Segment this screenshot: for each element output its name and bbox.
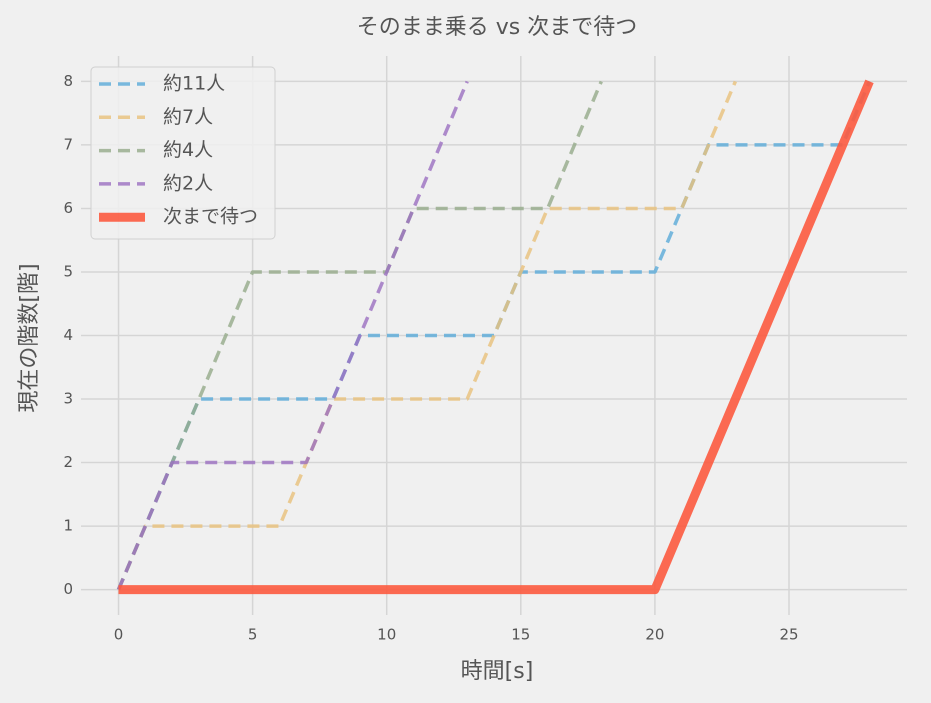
- data-line: [116, 80, 469, 591]
- y-tick-label: 4: [63, 326, 73, 344]
- x-tick-label: 5: [248, 626, 258, 644]
- y-tick-label: 7: [63, 135, 73, 153]
- legend-label: 約2人: [163, 172, 213, 194]
- y-tick-label: 0: [63, 580, 73, 598]
- y-tick-label: 8: [63, 72, 73, 90]
- x-tick-label: 15: [511, 626, 530, 644]
- legend-label: 約7人: [163, 106, 213, 128]
- chart-title: そのまま乗る vs 次まで待つ: [357, 15, 637, 40]
- data-line: [116, 80, 738, 591]
- legend-label: 次まで待つ: [163, 206, 258, 228]
- x-tick-label: 10: [377, 626, 396, 644]
- legend-box: [90, 66, 276, 240]
- y-tick-label: 3: [63, 390, 73, 408]
- x-tick-label: 0: [114, 626, 124, 644]
- x-tick-label: 20: [645, 626, 664, 644]
- x-tick-label: 25: [779, 626, 798, 644]
- y-tick-label: 1: [63, 517, 73, 535]
- x-axis-label: 時間[s]: [461, 659, 534, 684]
- y-tick-label: 5: [63, 262, 73, 280]
- y-tick-label: 6: [63, 199, 73, 217]
- legend-label: 約4人: [163, 139, 213, 161]
- legend-label: 約11人: [163, 73, 225, 95]
- data-line: [118, 79, 874, 595]
- y-tick-label: 2: [63, 453, 73, 471]
- y-axis-label: 現在の階数[階]: [17, 263, 42, 412]
